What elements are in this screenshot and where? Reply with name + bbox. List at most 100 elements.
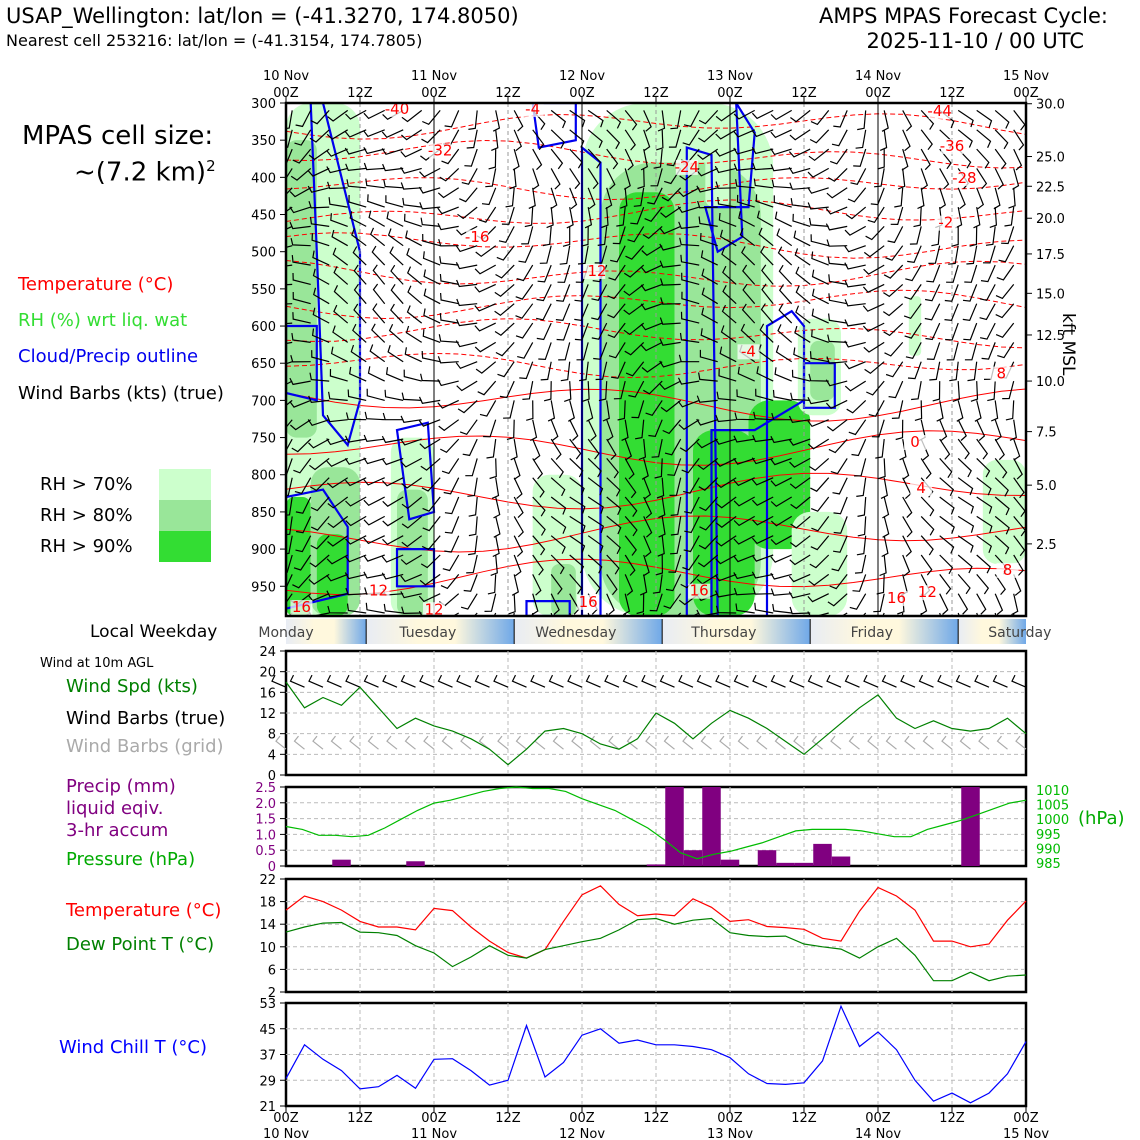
wind-barb [957, 438, 970, 460]
wind-barb [718, 212, 737, 227]
wind-barb [956, 400, 964, 422]
wind-barb [680, 311, 700, 324]
legend-rh70: RH > 70% [40, 474, 133, 495]
wind-barb [678, 187, 700, 198]
surface-barb-grid [978, 735, 990, 750]
wind-barb [844, 361, 866, 370]
wind-barb [313, 287, 330, 305]
wind-barb [899, 438, 907, 461]
wind-barb [363, 162, 385, 171]
temp-label-bg-3 [429, 143, 452, 159]
wind-barb [826, 419, 848, 432]
wind-barb [640, 264, 663, 274]
wind-barb [419, 438, 441, 450]
wind-barb [307, 185, 330, 193]
wind-barb [605, 187, 613, 210]
wind-barb [649, 593, 663, 612]
temp-contour-label: -44 [927, 102, 952, 120]
wind-barb [550, 574, 563, 595]
temp-label-bg-20 [885, 591, 908, 607]
surface-barb-true [789, 674, 805, 688]
wind-barb [788, 415, 811, 424]
wind-barb [980, 264, 996, 283]
temp-contour-label: 12 [918, 583, 937, 601]
wind-barb [789, 554, 811, 566]
wind-barb [939, 438, 951, 460]
wind-barb [474, 303, 496, 312]
wind-barb [634, 419, 645, 440]
wind-barb [753, 178, 774, 189]
windchill-panel-label: Wind Chill T (°C) [59, 1037, 207, 1058]
wind-barb [770, 554, 792, 563]
wind-barb [677, 399, 700, 408]
wind-barb [976, 515, 993, 534]
wind-barb [326, 414, 348, 423]
wind-barb [607, 322, 626, 339]
top-hour-label: 00Z [717, 86, 743, 101]
wind-barb [327, 605, 348, 614]
surface-barb-true [567, 674, 583, 688]
wind-barb [532, 148, 543, 171]
wind-barb [310, 516, 330, 531]
wind-barb [401, 496, 423, 510]
wind-barb [311, 233, 330, 247]
wind-barb [312, 268, 330, 285]
surface-barb-grid [497, 735, 509, 750]
pressure-tick-label: 550 [251, 283, 276, 298]
temp-label-bg-6 [953, 171, 976, 187]
wind-barb [720, 325, 737, 343]
wind-barb [532, 129, 545, 151]
wind-barb [624, 110, 638, 131]
wind-barb [994, 574, 1006, 595]
wind-barb [807, 202, 829, 210]
wind-barb [777, 246, 793, 266]
temp-panel-ytick-label: 2 [268, 986, 276, 1001]
wind-barb [382, 163, 404, 172]
wind-barb [512, 148, 520, 171]
wind-barb [963, 322, 978, 341]
wind-barb [332, 325, 349, 343]
wind-barb [562, 226, 571, 247]
pressure-tick-label: 400 [251, 171, 276, 186]
surface-barb-grid [904, 735, 916, 750]
wind-barb [372, 283, 386, 305]
wind-barb [567, 400, 575, 422]
wind-barb [309, 129, 330, 143]
wind-barb [401, 606, 422, 615]
isotherm-dashed-7 [286, 318, 1026, 349]
legend-swatch-rh70 [159, 469, 211, 500]
wind-barb [946, 264, 959, 283]
legend-rh80: RH > 80% [40, 505, 133, 526]
wind-barb [624, 341, 645, 356]
wind-barb [607, 284, 626, 300]
wind-barb [311, 350, 330, 363]
wind-barb [621, 419, 629, 441]
cloud-outline-5 [531, 103, 577, 149]
wind-barb [344, 457, 367, 465]
wind-barb [643, 129, 651, 152]
wind-barb [464, 148, 478, 167]
wind-barb [855, 129, 867, 149]
top-date-label: 14 Nov [855, 69, 901, 84]
dewpoint-panel-label: Dew Point T (°C) [66, 934, 215, 955]
wind-barb [587, 438, 600, 460]
wind-barb [347, 389, 367, 401]
wind-barb [506, 419, 515, 440]
wind-barb [569, 148, 583, 169]
wind-barb [1004, 207, 1015, 227]
surface-barb-grid [885, 735, 897, 750]
wind-barb [286, 399, 293, 407]
wind-barb [591, 284, 608, 301]
wind-barb [976, 187, 985, 210]
wind-panel-ytick-label: 8 [268, 728, 276, 743]
wind-barb [390, 264, 404, 285]
wind-barb [775, 345, 793, 363]
wind-barb [326, 573, 348, 582]
wind-barb [327, 496, 349, 509]
wind-barb [752, 434, 774, 443]
surface-barb-true [474, 674, 490, 688]
wind-barb [595, 361, 608, 381]
wind-barb [894, 187, 904, 208]
temp-label-bg-14 [996, 562, 1019, 578]
wind-barb [926, 342, 941, 361]
